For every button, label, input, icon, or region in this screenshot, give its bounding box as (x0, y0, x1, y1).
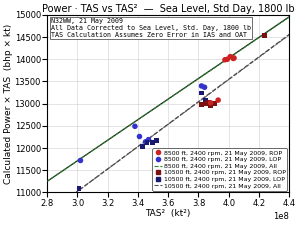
Point (76, 187, 81, 191)
Point (199, 103, 204, 106)
Point (199, 84, 204, 88)
Title: Power · TAS vs TAS²  —  Sea Level, Std Day, 1800 lb: Power · TAS vs TAS² — Sea Level, Std Day… (42, 4, 295, 14)
Point (208, 101, 213, 105)
Point (143, 140, 148, 144)
Point (223, 58, 227, 62)
Point (78, 159, 83, 162)
Legend: 8500 ft, 2400 rpm, 21 May 2009, ROP, 8500 ft, 2400 rpm, 21 May 2009, LOP, 8500 f: 8500 ft, 2400 rpm, 21 May 2009, ROP, 850… (152, 148, 287, 191)
Point (137, 135, 142, 138)
Point (145, 141, 149, 144)
Point (262, 34, 267, 38)
Point (204, 101, 208, 105)
Text: N32WW, 21 May 2009
All Data Corrected to Sea Level, Std. Day, 1800 lb
TAS Calcul: N32WW, 21 May 2009 All Data Corrected to… (51, 18, 251, 38)
Point (160, 157, 165, 160)
Point (225, 58, 230, 61)
Point (232, 56, 236, 60)
Point (199, 91, 204, 95)
Y-axis label: Calculated Power × TAS  (bhp × kt): Calculated Power × TAS (bhp × kt) (4, 24, 13, 184)
Point (146, 138, 151, 142)
Point (133, 124, 137, 128)
Point (154, 139, 159, 142)
Point (208, 104, 213, 107)
Point (212, 101, 217, 105)
Point (228, 55, 233, 58)
Point (203, 98, 208, 102)
Point (140, 144, 145, 148)
Point (202, 86, 207, 89)
X-axis label: TAS²  (kt²): TAS² (kt²) (146, 209, 191, 218)
Point (206, 101, 211, 105)
Point (231, 57, 236, 60)
Point (216, 98, 220, 102)
Point (150, 141, 155, 144)
